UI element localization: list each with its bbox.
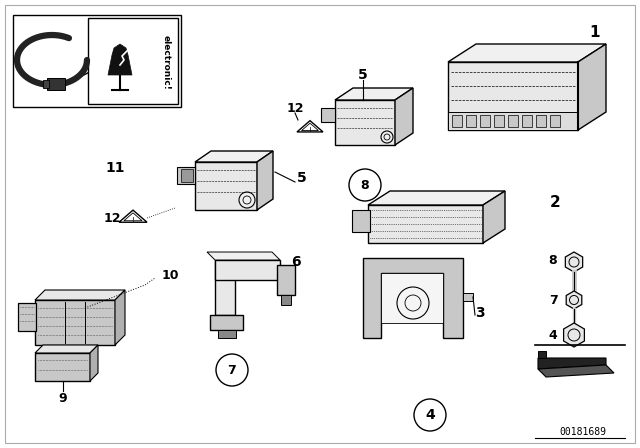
Bar [88, 18, 178, 104]
Bar [35, 300, 115, 345]
Polygon shape [335, 100, 395, 145]
Polygon shape [368, 205, 483, 243]
Polygon shape [368, 191, 505, 205]
Text: 1: 1 [589, 25, 600, 39]
Text: electronic!: electronic! [161, 34, 170, 90]
Polygon shape [448, 62, 578, 130]
Bar [281, 295, 291, 305]
Bar [47, 78, 65, 90]
Text: 00181689: 00181689 [559, 427, 607, 437]
Text: !: ! [308, 127, 312, 133]
Text: 3: 3 [475, 306, 485, 320]
Circle shape [349, 169, 381, 201]
Text: 4: 4 [548, 328, 557, 341]
Polygon shape [363, 258, 463, 338]
Polygon shape [195, 151, 273, 162]
Text: 7: 7 [228, 363, 236, 376]
Polygon shape [195, 162, 257, 210]
Polygon shape [207, 252, 280, 260]
Polygon shape [277, 265, 295, 295]
Bar [35, 353, 90, 381]
Circle shape [397, 287, 429, 319]
Polygon shape [578, 44, 606, 130]
Bar [43, 80, 49, 88]
Bar [463, 293, 473, 301]
Polygon shape [215, 260, 235, 315]
Text: 5: 5 [358, 68, 368, 82]
Bar [218, 330, 236, 338]
Polygon shape [35, 345, 98, 353]
Polygon shape [108, 44, 132, 75]
Circle shape [381, 131, 393, 143]
Bar [494, 115, 504, 127]
Bar [536, 115, 546, 127]
Polygon shape [448, 44, 606, 62]
Bar [448, 112, 578, 130]
Text: 2: 2 [550, 194, 561, 210]
Bar [452, 115, 462, 127]
Bar [522, 115, 532, 127]
Bar [550, 115, 560, 127]
Text: !: ! [132, 217, 134, 223]
Text: 4: 4 [425, 408, 435, 422]
Bar [181, 169, 193, 182]
Text: 11: 11 [105, 161, 125, 175]
Text: 12: 12 [286, 102, 304, 115]
Text: 10: 10 [161, 268, 179, 281]
Polygon shape [538, 358, 606, 369]
Bar [466, 115, 476, 127]
Polygon shape [395, 88, 413, 145]
Polygon shape [483, 191, 505, 243]
Text: 8: 8 [361, 178, 369, 191]
Polygon shape [335, 88, 413, 100]
Polygon shape [115, 290, 125, 345]
Polygon shape [381, 273, 443, 323]
Polygon shape [177, 167, 195, 184]
Polygon shape [564, 323, 584, 347]
Circle shape [239, 192, 255, 208]
Bar [18, 303, 36, 331]
Bar [352, 210, 370, 232]
Polygon shape [321, 108, 335, 122]
Circle shape [414, 399, 446, 431]
Polygon shape [257, 151, 273, 210]
Polygon shape [90, 345, 98, 381]
Text: 8: 8 [548, 254, 557, 267]
Bar [480, 115, 490, 127]
Text: 9: 9 [59, 392, 67, 405]
Polygon shape [35, 290, 125, 300]
Polygon shape [215, 260, 280, 280]
Text: 7: 7 [548, 293, 557, 306]
Polygon shape [538, 351, 546, 358]
Polygon shape [210, 315, 243, 330]
Polygon shape [565, 252, 582, 272]
Polygon shape [538, 365, 614, 377]
Polygon shape [566, 291, 582, 309]
Bar [508, 115, 518, 127]
Bar [13, 15, 181, 107]
Text: 12: 12 [103, 211, 121, 224]
Text: 6: 6 [291, 255, 301, 269]
Circle shape [216, 354, 248, 386]
Text: 5: 5 [297, 171, 307, 185]
